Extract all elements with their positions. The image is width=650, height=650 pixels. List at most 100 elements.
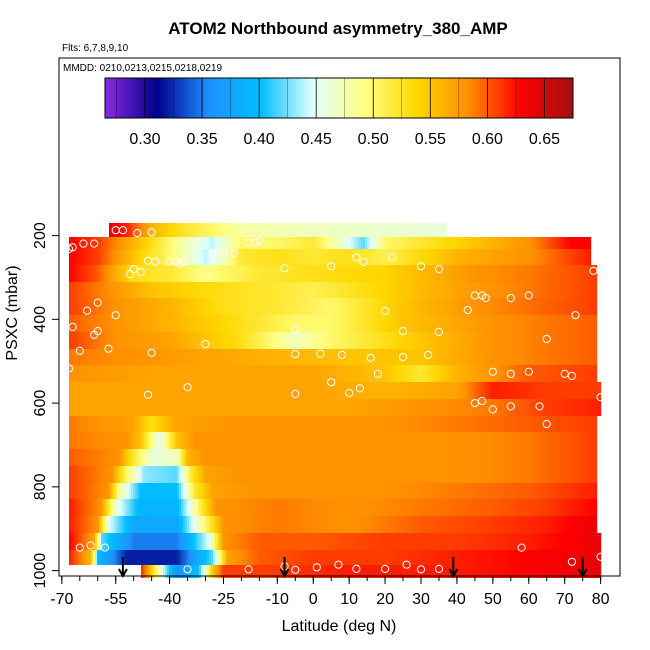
heat-cell <box>583 315 586 332</box>
heat-cell <box>235 365 238 382</box>
heat-cell <box>135 349 138 365</box>
heat-cell <box>193 223 196 237</box>
heat-cell <box>327 466 330 483</box>
heat-cell <box>177 332 180 349</box>
heat-cell <box>111 237 114 249</box>
heat-cell <box>215 265 218 282</box>
heat-cell <box>269 516 272 533</box>
heat-cell <box>361 466 364 483</box>
heat-cell <box>501 483 504 499</box>
heat-cell <box>191 237 194 249</box>
heat-cell <box>545 483 548 499</box>
heat-cell <box>371 516 374 533</box>
heat-cell <box>369 483 372 499</box>
heat-cell <box>421 365 424 382</box>
heat-cell <box>159 466 162 483</box>
heat-cell <box>87 298 90 315</box>
heat-cell <box>291 282 294 298</box>
heat-cell <box>97 349 100 365</box>
heat-cell <box>441 365 444 382</box>
heat-cell <box>241 416 244 432</box>
heat-cell <box>401 349 404 365</box>
heat-cell <box>99 298 102 315</box>
heat-cell <box>477 466 480 483</box>
heat-cell <box>199 349 202 365</box>
heat-cell <box>583 499 586 516</box>
heat-cell <box>91 237 94 249</box>
heat-cell <box>465 237 468 249</box>
heat-cell <box>181 399 184 416</box>
heat-cell <box>583 332 586 349</box>
heat-cell <box>397 382 400 399</box>
heat-cell <box>477 332 480 349</box>
heat-cell <box>323 399 326 416</box>
heat-cell <box>201 365 204 382</box>
heat-cell <box>409 382 412 399</box>
heat-cell <box>553 249 556 265</box>
heat-cell <box>195 315 198 332</box>
heat-cell <box>133 499 136 516</box>
heat-cell <box>519 298 522 315</box>
heat-cell <box>197 416 200 432</box>
heat-cell <box>171 533 174 550</box>
heat-cell <box>391 449 394 466</box>
heat-cell <box>345 516 348 533</box>
heat-cell <box>227 365 230 382</box>
heat-cell <box>279 223 282 237</box>
heat-cell <box>503 382 506 399</box>
heat-cell <box>197 449 200 466</box>
heat-cell <box>149 282 152 298</box>
heat-cell <box>485 237 488 249</box>
heat-cell <box>457 349 460 365</box>
heat-cell <box>261 315 264 332</box>
heat-cell <box>479 399 482 416</box>
heat-cell <box>79 533 82 550</box>
heat-cell <box>93 249 96 265</box>
heat-cell <box>143 349 146 365</box>
heat-cell <box>93 298 96 315</box>
heat-cell <box>179 416 182 432</box>
heat-cell <box>447 237 450 249</box>
heat-cell <box>91 483 94 499</box>
heat-cell <box>215 365 218 382</box>
heat-cell <box>415 399 418 416</box>
heat-cell <box>185 432 188 449</box>
heat-cell <box>255 416 258 432</box>
heat-cell <box>185 399 188 416</box>
heat-cell <box>221 483 224 499</box>
heat-cell <box>419 365 422 382</box>
heat-cell <box>481 399 484 416</box>
heat-cell <box>411 349 414 365</box>
heat-cell <box>355 365 358 382</box>
heat-cell <box>431 516 434 533</box>
heat-cell <box>141 466 144 483</box>
heat-cell <box>357 499 360 516</box>
heat-cell <box>231 237 234 249</box>
heat-cell <box>233 349 236 365</box>
heat-cell <box>203 533 206 550</box>
heat-cell <box>123 466 126 483</box>
heat-cell <box>199 533 202 550</box>
heat-cell <box>89 365 92 382</box>
heat-cell <box>333 399 336 416</box>
heat-cell <box>181 516 184 533</box>
heat-cell <box>593 332 596 349</box>
heat-cell <box>571 282 574 298</box>
heat-cell <box>97 499 100 516</box>
heat-cell <box>245 298 248 315</box>
heat-cell <box>105 399 108 416</box>
heat-cell <box>493 382 496 399</box>
heat-cell <box>261 416 264 432</box>
heat-cell <box>419 516 422 533</box>
heat-cell <box>309 249 312 265</box>
heat-cell <box>157 399 160 416</box>
heat-cell <box>315 483 318 499</box>
heat-cell <box>435 516 438 533</box>
heat-cell <box>301 223 304 237</box>
heat-cell <box>357 223 360 237</box>
heat-cell <box>267 237 270 249</box>
heat-cell <box>403 315 406 332</box>
heat-cell <box>105 298 108 315</box>
heat-cell <box>455 249 458 265</box>
heat-cell <box>403 516 406 533</box>
